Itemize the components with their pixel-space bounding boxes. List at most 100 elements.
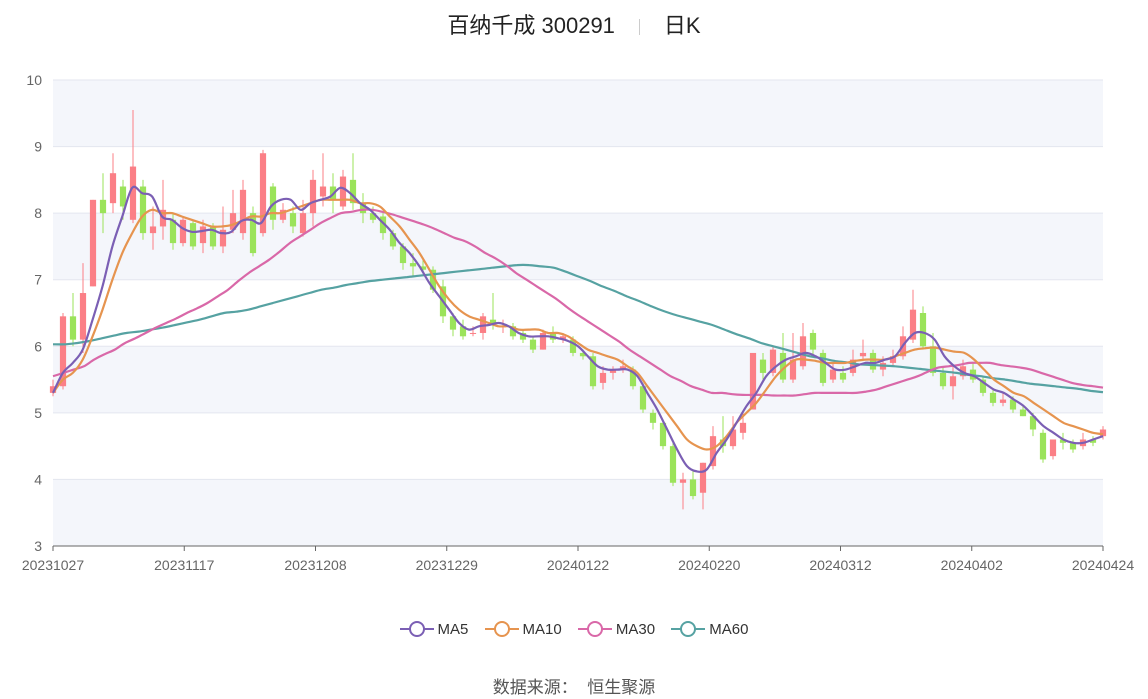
candle bbox=[689, 469, 697, 500]
candle-body bbox=[399, 246, 407, 264]
candle bbox=[989, 389, 997, 407]
x-tick-label: 20240122 bbox=[547, 557, 610, 573]
x-tick-label: 20231117 bbox=[154, 557, 214, 573]
x-tick-label: 20240424 bbox=[1072, 557, 1135, 573]
candle-body bbox=[299, 213, 307, 234]
candle-body bbox=[789, 359, 797, 380]
candle-body bbox=[239, 189, 247, 234]
candle-body bbox=[869, 352, 877, 370]
candle-body bbox=[599, 372, 607, 383]
candle bbox=[1059, 432, 1067, 450]
candle bbox=[459, 319, 467, 340]
y-tick-label: 7 bbox=[34, 272, 42, 288]
legend-ma30[interactable]: MA30 bbox=[577, 620, 655, 638]
candle-body bbox=[759, 359, 767, 373]
candle bbox=[309, 169, 317, 227]
candle-body bbox=[1019, 409, 1027, 417]
y-tick-label: 4 bbox=[34, 471, 42, 487]
period-label: 日K bbox=[663, 13, 701, 38]
x-tick-label: 20231027 bbox=[22, 557, 85, 573]
candle-body bbox=[819, 352, 827, 383]
candle bbox=[79, 263, 87, 353]
x-tick-label: 20240220 bbox=[678, 557, 741, 573]
candle-body bbox=[89, 199, 97, 287]
candle-body bbox=[669, 446, 677, 483]
candle-body bbox=[749, 352, 757, 410]
candle-body bbox=[919, 313, 927, 347]
candle-body bbox=[1039, 432, 1047, 460]
candle-body bbox=[449, 316, 457, 330]
candle bbox=[869, 349, 877, 373]
legend-ma5[interactable]: MA5 bbox=[399, 620, 468, 638]
chart-title: 百纳千成 300291 日K bbox=[0, 8, 1148, 40]
candle-body bbox=[1009, 399, 1017, 410]
candle-body bbox=[999, 399, 1007, 403]
candle bbox=[799, 322, 807, 370]
candle-body bbox=[1049, 439, 1057, 457]
legend-ma10[interactable]: MA10 bbox=[484, 620, 562, 638]
candle-body bbox=[59, 316, 67, 387]
candle bbox=[529, 336, 537, 353]
data-source: 数据来源： 恒生聚源 bbox=[0, 673, 1148, 698]
candle-body bbox=[119, 186, 127, 207]
candle bbox=[49, 379, 57, 397]
legend-ma10-marker bbox=[484, 620, 519, 638]
candle bbox=[109, 153, 117, 214]
candle-body bbox=[569, 339, 577, 353]
legend-ma60[interactable]: MA60 bbox=[671, 620, 748, 638]
candle bbox=[779, 332, 787, 383]
candle-body bbox=[939, 372, 947, 387]
source-label: 数据来源： bbox=[492, 678, 578, 697]
x-tick-label: 20240402 bbox=[941, 557, 1004, 573]
candle-body bbox=[709, 436, 717, 467]
candle bbox=[339, 169, 347, 210]
candle-body bbox=[799, 336, 807, 367]
candle bbox=[669, 442, 677, 487]
legend-ma5-marker bbox=[399, 620, 434, 638]
candle bbox=[769, 346, 777, 377]
candle-body bbox=[459, 326, 467, 337]
candle bbox=[609, 366, 617, 380]
candle-body bbox=[69, 316, 77, 340]
legend-ma10-label: MA10 bbox=[522, 620, 562, 638]
candle bbox=[289, 206, 297, 234]
candle bbox=[819, 349, 827, 387]
candle bbox=[1039, 429, 1047, 463]
ma10-line bbox=[52, 198, 1104, 451]
candle-body bbox=[739, 422, 747, 433]
candle-body bbox=[99, 199, 107, 214]
candle bbox=[1019, 406, 1027, 417]
candle-body bbox=[419, 266, 427, 270]
candle-body bbox=[579, 352, 587, 357]
candle-body bbox=[679, 479, 687, 483]
candle-body bbox=[139, 186, 147, 234]
x-tick-label: 20231208 bbox=[284, 557, 347, 573]
y-tick-label: 6 bbox=[34, 338, 42, 354]
candle-body bbox=[409, 263, 417, 267]
candles bbox=[49, 109, 1107, 510]
candle bbox=[69, 293, 77, 347]
candle bbox=[319, 153, 327, 207]
candle bbox=[89, 199, 97, 287]
x-axis: 20231027 20231117 20231208 20231229 20240122… bbox=[22, 545, 1135, 573]
candle-body bbox=[1029, 416, 1037, 430]
candle-body bbox=[189, 223, 197, 247]
candle-body bbox=[839, 372, 847, 380]
candle-body bbox=[1089, 439, 1097, 443]
candle bbox=[59, 313, 67, 390]
candle bbox=[829, 362, 837, 383]
candle bbox=[919, 306, 927, 350]
ma60-line bbox=[52, 263, 1104, 394]
candle bbox=[639, 382, 647, 413]
x-tick-label: 20240312 bbox=[809, 557, 872, 573]
candlestick-chart: 3 4 5 6 7 8 9 10 20231027 20231117 20231208 202312… bbox=[22, 72, 1135, 573]
candle-body bbox=[1099, 429, 1107, 437]
candle bbox=[859, 339, 867, 360]
candle-body bbox=[349, 179, 357, 204]
y-tick-label: 5 bbox=[34, 405, 42, 421]
candle-body bbox=[309, 179, 317, 214]
candle bbox=[519, 329, 527, 343]
candle-body bbox=[529, 339, 537, 350]
candle bbox=[139, 179, 147, 240]
band-7 bbox=[53, 213, 1103, 280]
